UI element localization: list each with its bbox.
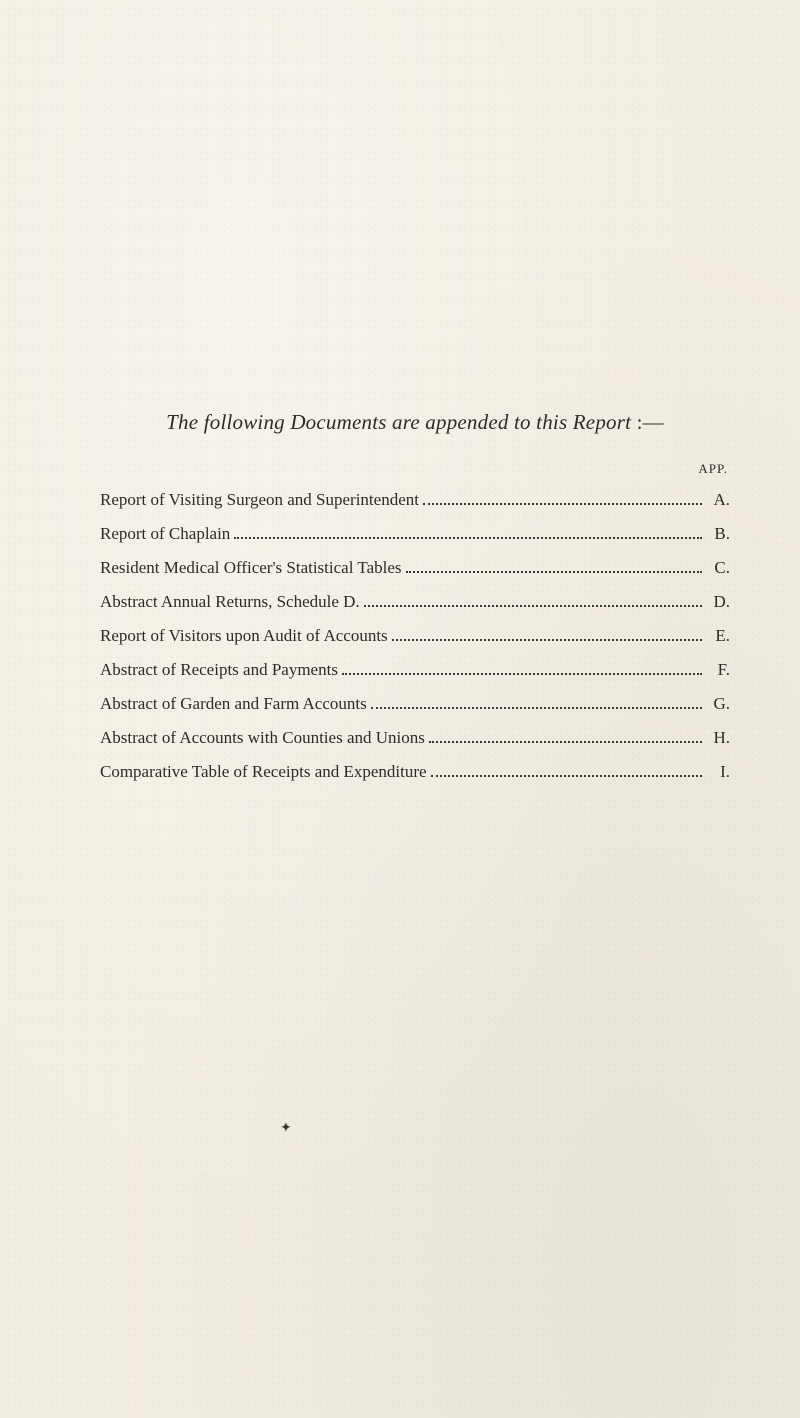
toc-leader-dots (234, 526, 702, 539)
toc-letter: A. (708, 483, 730, 517)
title-line: The following Documents are appended to … (100, 410, 730, 435)
page: The following Documents are appended to … (0, 0, 800, 1418)
toc-label: Report of Visitors upon Audit of Account… (100, 619, 388, 653)
toc-label: Abstract of Receipts and Payments (100, 653, 338, 687)
toc-leader-dots (364, 594, 702, 607)
toc-row: Abstract of Garden and Farm Accounts G. (100, 687, 730, 721)
toc-letter: G. (708, 687, 730, 721)
toc-leader-dots (392, 628, 702, 641)
toc-row: Abstract Annual Returns, Schedule D. D. (100, 585, 730, 619)
toc-letter: D. (708, 585, 730, 619)
title-text-prefix: The following Documents are appended to … (166, 410, 573, 434)
toc-letter: E. (708, 619, 730, 653)
toc-leader-dots (431, 764, 702, 777)
toc-leader-dots (342, 662, 702, 675)
toc-label: Report of Chaplain (100, 517, 230, 551)
table-of-contents: Report of Visiting Surgeon and Superinte… (100, 483, 730, 789)
appendix-heading: APP. (100, 461, 730, 477)
toc-row: Resident Medical Officer's Statistical T… (100, 551, 730, 585)
toc-label: Report of Visiting Surgeon and Superinte… (100, 483, 419, 517)
toc-leader-dots (429, 730, 702, 743)
toc-leader-dots (371, 696, 702, 709)
toc-label: Resident Medical Officer's Statistical T… (100, 551, 402, 585)
toc-row: Report of Visitors upon Audit of Account… (100, 619, 730, 653)
toc-letter: B. (708, 517, 730, 551)
content-block: The following Documents are appended to … (100, 410, 730, 789)
title-suffix: :— (631, 410, 664, 434)
title-text-word: Report (573, 410, 631, 434)
toc-row: Report of Visiting Surgeon and Superinte… (100, 483, 730, 517)
toc-letter: C. (708, 551, 730, 585)
toc-label: Abstract of Accounts with Counties and U… (100, 721, 425, 755)
toc-row: Abstract of Receipts and Payments F. (100, 653, 730, 687)
toc-row: Comparative Table of Receipts and Expend… (100, 755, 730, 789)
toc-label: Comparative Table of Receipts and Expend… (100, 755, 427, 789)
toc-label: Abstract of Garden and Farm Accounts (100, 687, 367, 721)
toc-letter: F. (708, 653, 730, 687)
toc-leader-dots (406, 560, 702, 573)
toc-row: Abstract of Accounts with Counties and U… (100, 721, 730, 755)
toc-row: Report of Chaplain B. (100, 517, 730, 551)
toc-label: Abstract Annual Returns, Schedule D. (100, 585, 360, 619)
toc-leader-dots (423, 492, 702, 505)
toc-letter: I. (708, 755, 730, 789)
toc-letter: H. (708, 721, 730, 755)
stray-mark: ✦ (280, 1120, 292, 1137)
